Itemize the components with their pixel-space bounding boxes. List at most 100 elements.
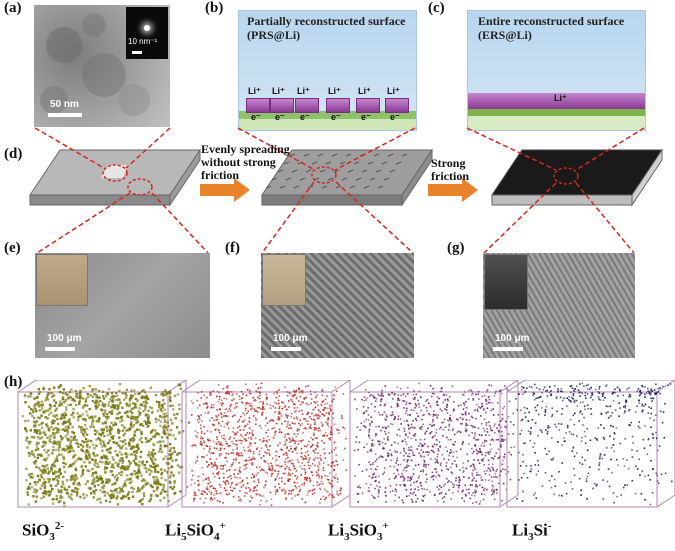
prs-surface-dash [331,153,338,157]
prs-e-label: e⁻ [275,112,285,122]
prs-surface-dash [291,169,298,173]
prs-li-island [385,98,409,113]
prs-surface-dash [277,169,284,173]
prs-substrate [239,119,416,130]
ers-title-line2: (ERS@Li) [478,28,532,42]
prs-surface-dash [367,161,374,165]
cube-label-li3si: Li3Si- [512,520,552,544]
cube-label-li5sio4: Li5SiO4+ [165,520,226,544]
scale-bar-f [271,347,301,351]
prs-surface-dash [353,161,360,165]
prs-surface-dash [361,169,368,173]
arrow-1-caption: Evenly spreading without strong friction [201,143,290,182]
scale-bar-a [48,113,82,117]
arrow-1 [200,178,250,202]
cube-label-sio3: SiO32- [22,520,65,544]
prs-li-island [326,98,350,113]
prs-surface-dash [389,169,396,173]
scale-bar-e [45,347,75,351]
ers-title-line1: Entire reconstructed surface [478,14,625,28]
highlight-ellipse-1 [102,164,128,182]
scale-bar-g [493,347,523,351]
highlight-ellipse-3 [311,166,337,184]
prs-surface-dash [305,169,312,173]
prs-surface-dash [355,177,362,181]
prs-surface-dash [381,161,388,165]
prs-surface-dash [321,185,328,189]
cube-0 [17,380,187,508]
prs-surface-dash [335,185,342,189]
prs-surface-dash [401,153,408,157]
prs-surface-dash [283,161,290,165]
prs-surface-dash [279,185,286,189]
tem-image: 10 nm⁻¹ 50 nm [34,5,170,127]
plate-pristine [29,148,201,207]
prs-surface-dash [339,161,346,165]
ers-li-label: Li⁺ [554,93,567,103]
cube-label-li3sio3: Li3SiO3+ [328,520,389,544]
prs-surface-dash [307,185,314,189]
prs-e-label: e⁻ [361,112,371,122]
prs-surface-dash [377,185,384,189]
prs-li-island [270,98,294,113]
prs-surface-dash [333,169,340,173]
prs-e-label: e⁻ [331,112,341,122]
highlight-ellipse-4 [553,167,579,185]
tem-texture [40,13,150,116]
photo-inset-f [262,254,306,306]
panel-label-e: (e) [4,240,21,256]
prs-surface-dash [369,177,376,181]
sem-image-f: 100 μm [261,253,414,358]
prs-li-label: Li⁺ [272,86,285,96]
prs-surface-dash [325,161,332,165]
arrow-1-line2: without strong [201,155,276,169]
prs-surface-dash [383,177,390,181]
inset-scale-bar [132,51,142,54]
panel-label-h: (h) [4,374,23,390]
prs-surface-dash [387,153,394,157]
connector-lines [34,127,645,254]
prs-li-island [295,98,319,113]
prs-surface-dash [289,153,296,157]
photo-inset-e [36,254,88,306]
prs-surface-dash [395,161,402,165]
saed-inset: 10 nm⁻¹ [126,7,168,59]
prs-title-line1: Partially reconstructed surface [247,14,406,28]
scale-text-f: 100 μm [273,333,308,344]
prs-surface-dash [327,177,334,181]
prs-li-label: Li⁺ [387,86,400,96]
arrow-1-line3: friction [201,168,239,182]
prs-li-label: Li⁺ [358,86,371,96]
inset-scale-text: 10 nm⁻¹ [128,37,158,46]
arrow-2-line1: Strong [431,156,466,170]
sem-image-e: 100 μm [35,253,210,358]
arrow-2-caption: Strong friction [431,157,469,183]
prs-li-label: Li⁺ [248,86,261,96]
prs-surface-dash [285,177,292,181]
prs-surface-dash [317,153,324,157]
prs-surface-dash [347,169,354,173]
prs-electron-layer [239,111,416,119]
panel-label-g: (g) [447,240,465,256]
photo-inset-g [484,254,528,310]
prs-e-label: e⁻ [251,112,261,122]
prs-surface-dash [349,185,356,189]
highlight-ellipse-2 [127,178,153,196]
cube-1 [181,380,351,508]
prs-surface-dash [363,185,370,189]
prs-li-island [246,98,270,113]
prs-surface-dash [341,177,348,181]
ers-schematic: Entire reconstructed surface (ERS@Li) Li… [467,10,646,131]
prs-e-label: e⁻ [300,112,310,122]
prs-surface-dash [311,161,318,165]
arrow-2 [428,178,478,202]
panel-label-b: (b) [205,0,224,16]
scale-text-g: 100 μm [495,333,530,344]
sem-image-g: 100 μm [483,253,635,358]
prs-surface-dash [265,185,272,189]
prs-surface-dash [345,153,352,157]
ers-substrate [468,116,645,130]
prs-e-label: e⁻ [390,112,400,122]
prs-surface-dash [299,177,306,181]
